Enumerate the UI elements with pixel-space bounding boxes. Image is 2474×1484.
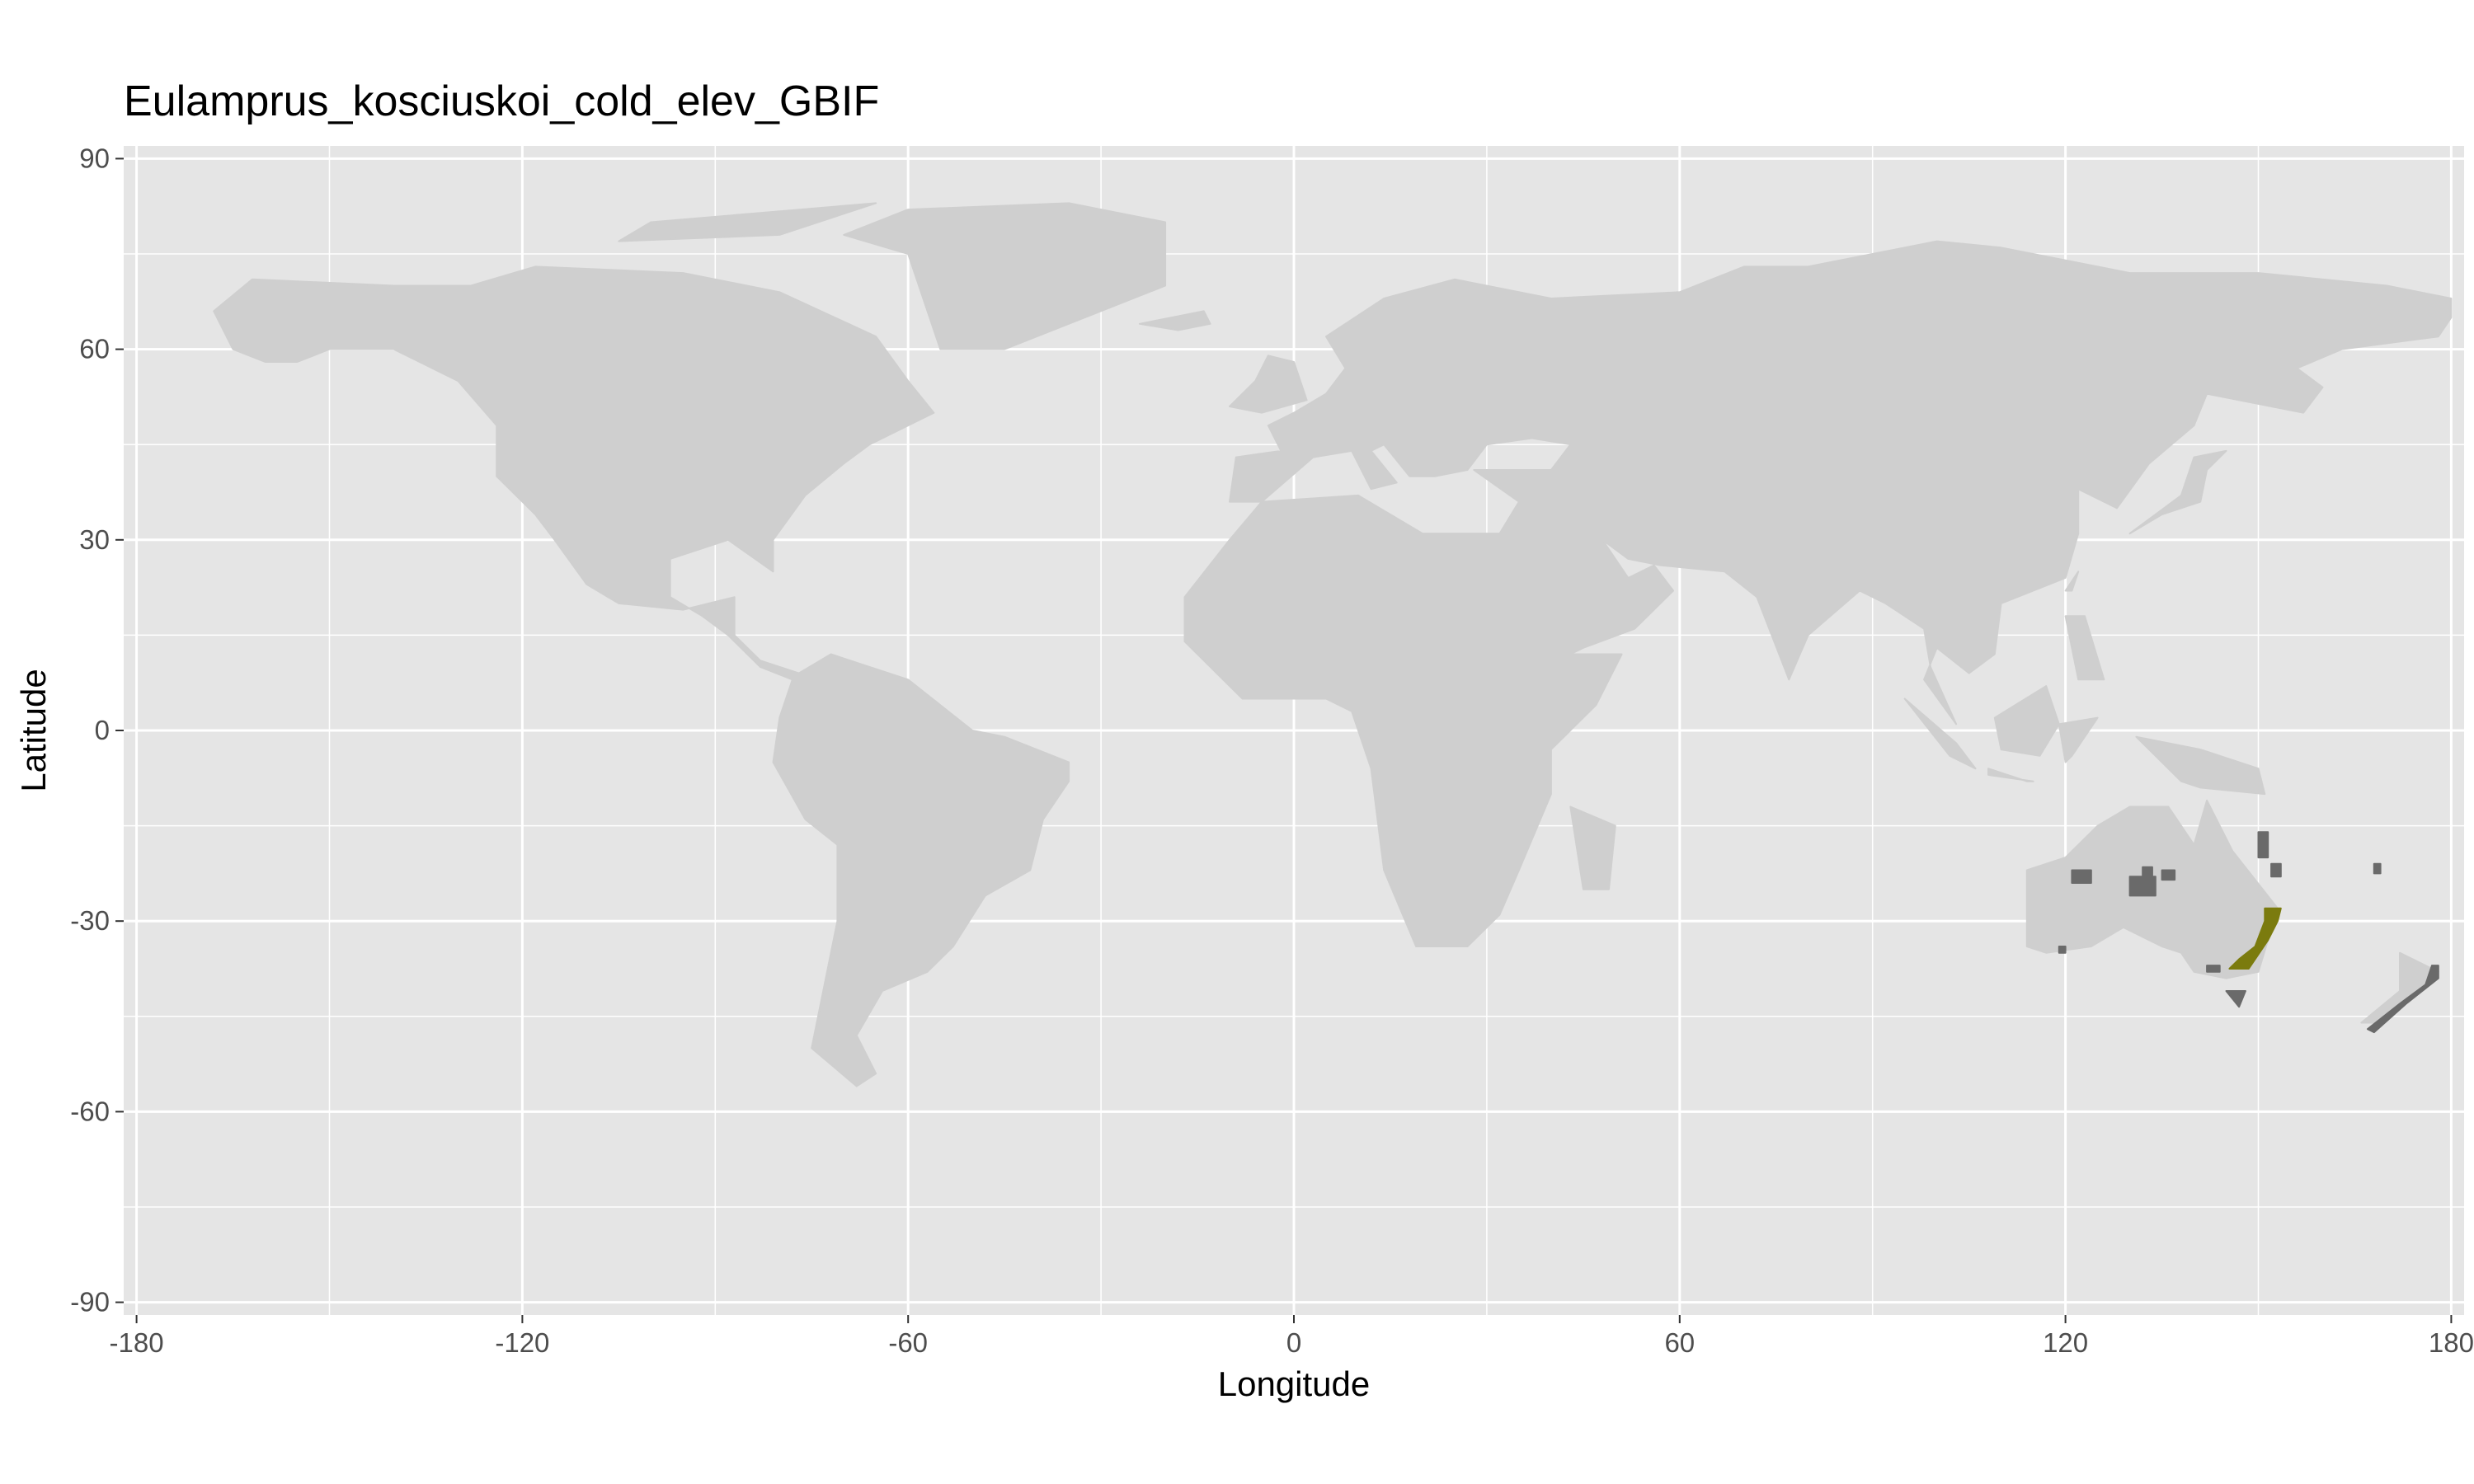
y-tick-label: -90: [70, 1287, 110, 1317]
y-tick-label: -60: [70, 1096, 110, 1126]
x-tick-label: -60: [888, 1327, 928, 1358]
cold_area-polygon: [2071, 869, 2092, 884]
land-polygon: [1569, 805, 1616, 890]
x-tick-label: 180: [2429, 1327, 2474, 1358]
x-tick-label: -120: [495, 1327, 549, 1358]
cold_area-polygon: [2142, 866, 2153, 878]
map-layers: [213, 202, 2453, 1087]
cold_area-layer: [2058, 831, 2439, 1034]
cold_area-polygon: [2058, 946, 2067, 954]
x-axis-ticks: -180 -120 -60 0 60 120 180: [110, 1315, 2474, 1358]
land-polygon: [2058, 716, 2099, 763]
x-axis-title: Longitude: [1218, 1364, 1371, 1403]
land-polygon: [2128, 449, 2227, 535]
x-tick-label: 120: [2043, 1327, 2088, 1358]
cold_area-polygon: [2373, 862, 2382, 875]
land-polygon: [1987, 768, 2034, 782]
cold_area-polygon: [2225, 990, 2246, 1008]
x-tick-label: 0: [1286, 1327, 1301, 1358]
y-axis-title: Latitude: [14, 669, 53, 791]
cold_area-polygon: [2367, 965, 2439, 1034]
cold_area-polygon: [2270, 862, 2282, 878]
x-tick-label: -180: [110, 1327, 164, 1358]
y-tick-label: 90: [79, 143, 110, 173]
land-polygon: [1903, 697, 1977, 770]
occurrence-layer: [2228, 907, 2282, 970]
y-axis-ticks: -90 -60 -30 0 30 60 90: [70, 143, 124, 1317]
land-polygon: [2064, 571, 2080, 592]
cold_area-polygon: [2128, 876, 2157, 897]
map-title: Eulamprus_kosciuskoi_cold_elev_GBIF: [124, 77, 879, 125]
land-polygon: [843, 202, 1167, 350]
land-polygon: [2135, 735, 2266, 796]
land-polygon: [2064, 615, 2105, 681]
land-layer: [213, 202, 2453, 1087]
y-tick-label: 60: [79, 334, 110, 364]
land-polygon: [618, 202, 877, 242]
x-tick-label: 60: [1664, 1327, 1695, 1358]
y-tick-label: -30: [70, 905, 110, 936]
occurrence-polygon: [2228, 907, 2282, 970]
land-polygon: [1229, 355, 1308, 414]
land-polygon: [1138, 310, 1211, 331]
land-polygon: [1993, 685, 2060, 757]
land-polygon: [1183, 240, 2453, 947]
cold_area-polygon: [2161, 869, 2176, 881]
land-polygon: [213, 265, 1070, 1087]
cold_area-polygon: [2206, 965, 2221, 973]
y-tick-label: 0: [95, 715, 110, 745]
y-tick-label: 30: [79, 524, 110, 555]
cold_area-polygon: [2257, 831, 2269, 859]
